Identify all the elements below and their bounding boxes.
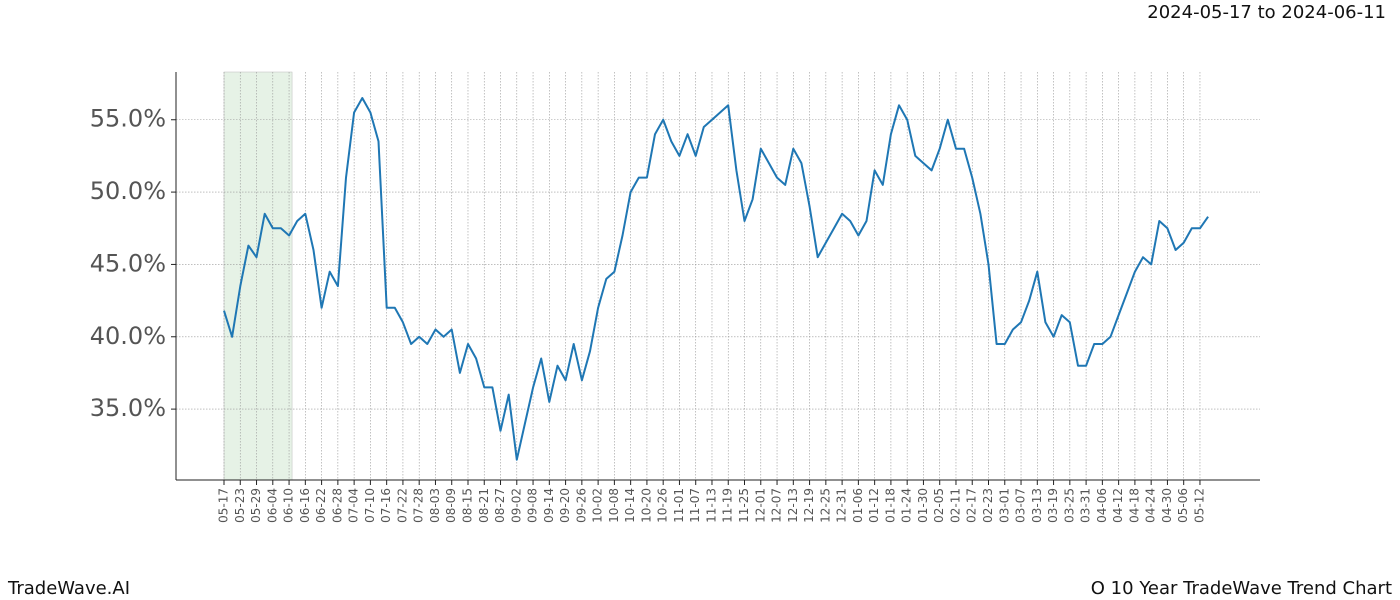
x-tick-label: 06-16 — [298, 488, 312, 523]
x-tick-label: 01-18 — [883, 488, 897, 523]
x-tick-label: 10-20 — [639, 488, 653, 523]
x-tick-label: 03-07 — [1014, 488, 1028, 523]
x-tick-label: 09-08 — [526, 488, 540, 523]
x-tick-label: 11-25 — [737, 488, 751, 523]
x-tick-label: 02-05 — [932, 488, 946, 523]
x-tick-label: 12-01 — [753, 488, 767, 523]
x-tick-label: 12-13 — [786, 488, 800, 523]
x-tick-label: 10-02 — [591, 488, 605, 523]
x-tick-label: 09-14 — [542, 488, 556, 523]
x-tick-label: 04-06 — [1095, 488, 1109, 523]
x-tick-label: 06-22 — [314, 488, 328, 523]
x-tick-label: 07-28 — [412, 488, 426, 523]
x-tick-label: 01-30 — [916, 488, 930, 523]
x-tick-label: 07-22 — [395, 488, 409, 523]
x-tick-label: 04-30 — [1160, 488, 1174, 523]
x-tick-label: 04-24 — [1144, 488, 1158, 523]
x-tick-label: 05-12 — [1192, 488, 1206, 523]
x-tick-label: 12-07 — [770, 488, 784, 523]
x-tick-label: 09-02 — [509, 488, 523, 523]
x-tick-label: 05-06 — [1176, 488, 1190, 523]
x-tick-label: 03-13 — [1030, 488, 1044, 523]
x-tick-label: 08-15 — [460, 488, 474, 523]
x-tick-label: 06-28 — [330, 488, 344, 523]
x-tick-label: 01-12 — [867, 488, 881, 523]
x-tick-label: 03-25 — [1062, 488, 1076, 523]
x-tick-label: 04-18 — [1127, 488, 1141, 523]
x-tick-label: 02-17 — [965, 488, 979, 523]
x-tick-label: 12-25 — [818, 488, 832, 523]
x-tick-label: 07-16 — [379, 488, 393, 523]
x-tick-label: 08-27 — [493, 488, 507, 523]
x-tick-label: 07-04 — [347, 488, 361, 523]
x-tick-label: 10-26 — [656, 488, 670, 523]
x-tick-label: 06-10 — [282, 488, 296, 523]
trend-line — [223, 97, 1209, 461]
x-tick-label: 09-26 — [574, 488, 588, 523]
y-tick-label: 40.0% — [90, 322, 166, 350]
y-tick-label: 55.0% — [90, 105, 166, 133]
x-tick-label: 08-21 — [477, 488, 491, 523]
x-tick-label: 01-24 — [900, 488, 914, 523]
x-tick-label: 09-20 — [558, 488, 572, 523]
y-tick-label: 45.0% — [90, 249, 166, 277]
x-tick-label: 12-31 — [835, 488, 849, 523]
x-tick-label: 07-10 — [363, 488, 377, 523]
x-tick-label: 11-19 — [721, 488, 735, 523]
x-tick-label: 04-12 — [1111, 488, 1125, 523]
date-range: 2024-05-17 to 2024-06-11 — [1147, 2, 1386, 23]
y-tick-label: 50.0% — [90, 177, 166, 205]
x-tick-label: 12-19 — [802, 488, 816, 523]
x-tick-label: 05-23 — [233, 488, 247, 523]
x-tick-label: 02-23 — [981, 488, 995, 523]
x-tick-label: 03-19 — [1046, 488, 1060, 523]
brand: TradeWave.AI — [7, 578, 130, 599]
x-tick-label: 03-01 — [997, 488, 1011, 523]
x-tick-label: 11-07 — [688, 488, 702, 523]
x-tick-label: 10-08 — [607, 488, 621, 523]
x-tick-label: 08-03 — [428, 488, 442, 523]
highlight-band — [223, 71, 293, 481]
chart-title: O 10 Year TradeWave Trend Chart — [1091, 578, 1392, 599]
x-tick-label: 01-06 — [851, 488, 865, 523]
x-tick-label: 05-29 — [249, 488, 263, 523]
x-tick-label: 08-09 — [444, 488, 458, 523]
x-tick-label: 11-13 — [704, 488, 718, 523]
x-tick-label: 05-17 — [217, 488, 231, 523]
x-tick-label: 10-14 — [623, 488, 637, 523]
y-tick-label: 35.0% — [90, 394, 166, 422]
x-tick-label: 06-04 — [265, 488, 279, 523]
x-tick-label: 11-01 — [672, 488, 686, 523]
x-tick-label: 03-31 — [1079, 488, 1093, 523]
x-tick-label: 02-11 — [948, 488, 962, 523]
